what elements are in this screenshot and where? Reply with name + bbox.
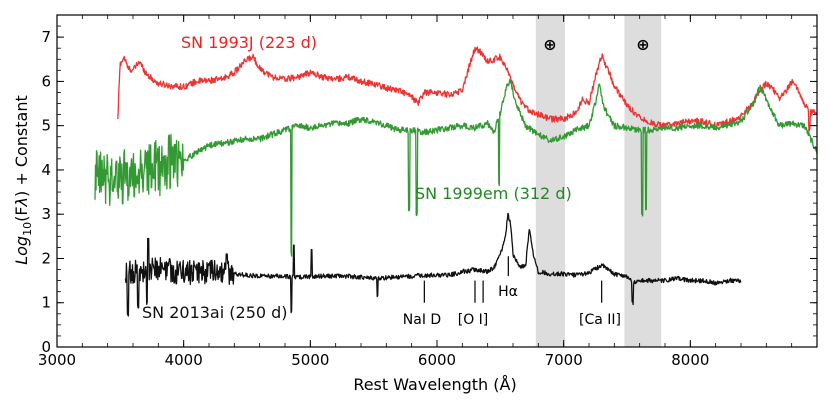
x-tick-label: 7000 [545,351,583,369]
x-axis-title: Rest Wavelength (Å) [353,375,516,394]
x-tick-label: 3000 [38,351,76,369]
y-tick-label: 5 [41,117,51,135]
earth-symbol-1: ⊕ [543,35,556,54]
line-label-halpha: Hα [498,284,518,300]
y-tick-label: 4 [41,161,51,179]
series-layer [94,46,818,317]
line-label-oi: [O I] [458,312,489,328]
y-tick-label: 2 [41,249,51,267]
series-line-2 [94,78,818,257]
y-tick-label: 6 [41,72,51,90]
y-axis-title: Log10(Fλ) + Constant [12,95,34,265]
series-line-1 [117,46,818,132]
x-tick-label: 8000 [671,351,709,369]
telluric-band-1 [535,15,565,347]
line-label-naid: NaI D [403,312,441,328]
series-label-sn1993j: SN 1993J (223 d) [181,33,317,52]
y-tick-label: 7 [41,28,51,46]
x-tick-label: 4000 [165,351,203,369]
line-id-ticks [423,256,603,303]
series-line-3 [124,212,742,317]
series-label-sn1999em: SN 1999em (312 d) [415,184,572,203]
y-tick-label: 3 [41,205,51,223]
line-label-caii: [Ca II] [579,312,621,328]
x-tick-label: 6000 [418,351,456,369]
earth-symbol-2: ⊕ [636,35,649,54]
x-tick-label: 5000 [291,351,329,369]
y-tick-label: 0 [41,338,51,356]
axis-ticks: 3000 4000 5000 6000 7000 8000 0 1 2 3 4 5 6 7 [38,14,818,369]
series-label-sn2013ai: SN 2013ai (250 d) [142,303,288,322]
y-tick-label: 1 [41,294,51,312]
